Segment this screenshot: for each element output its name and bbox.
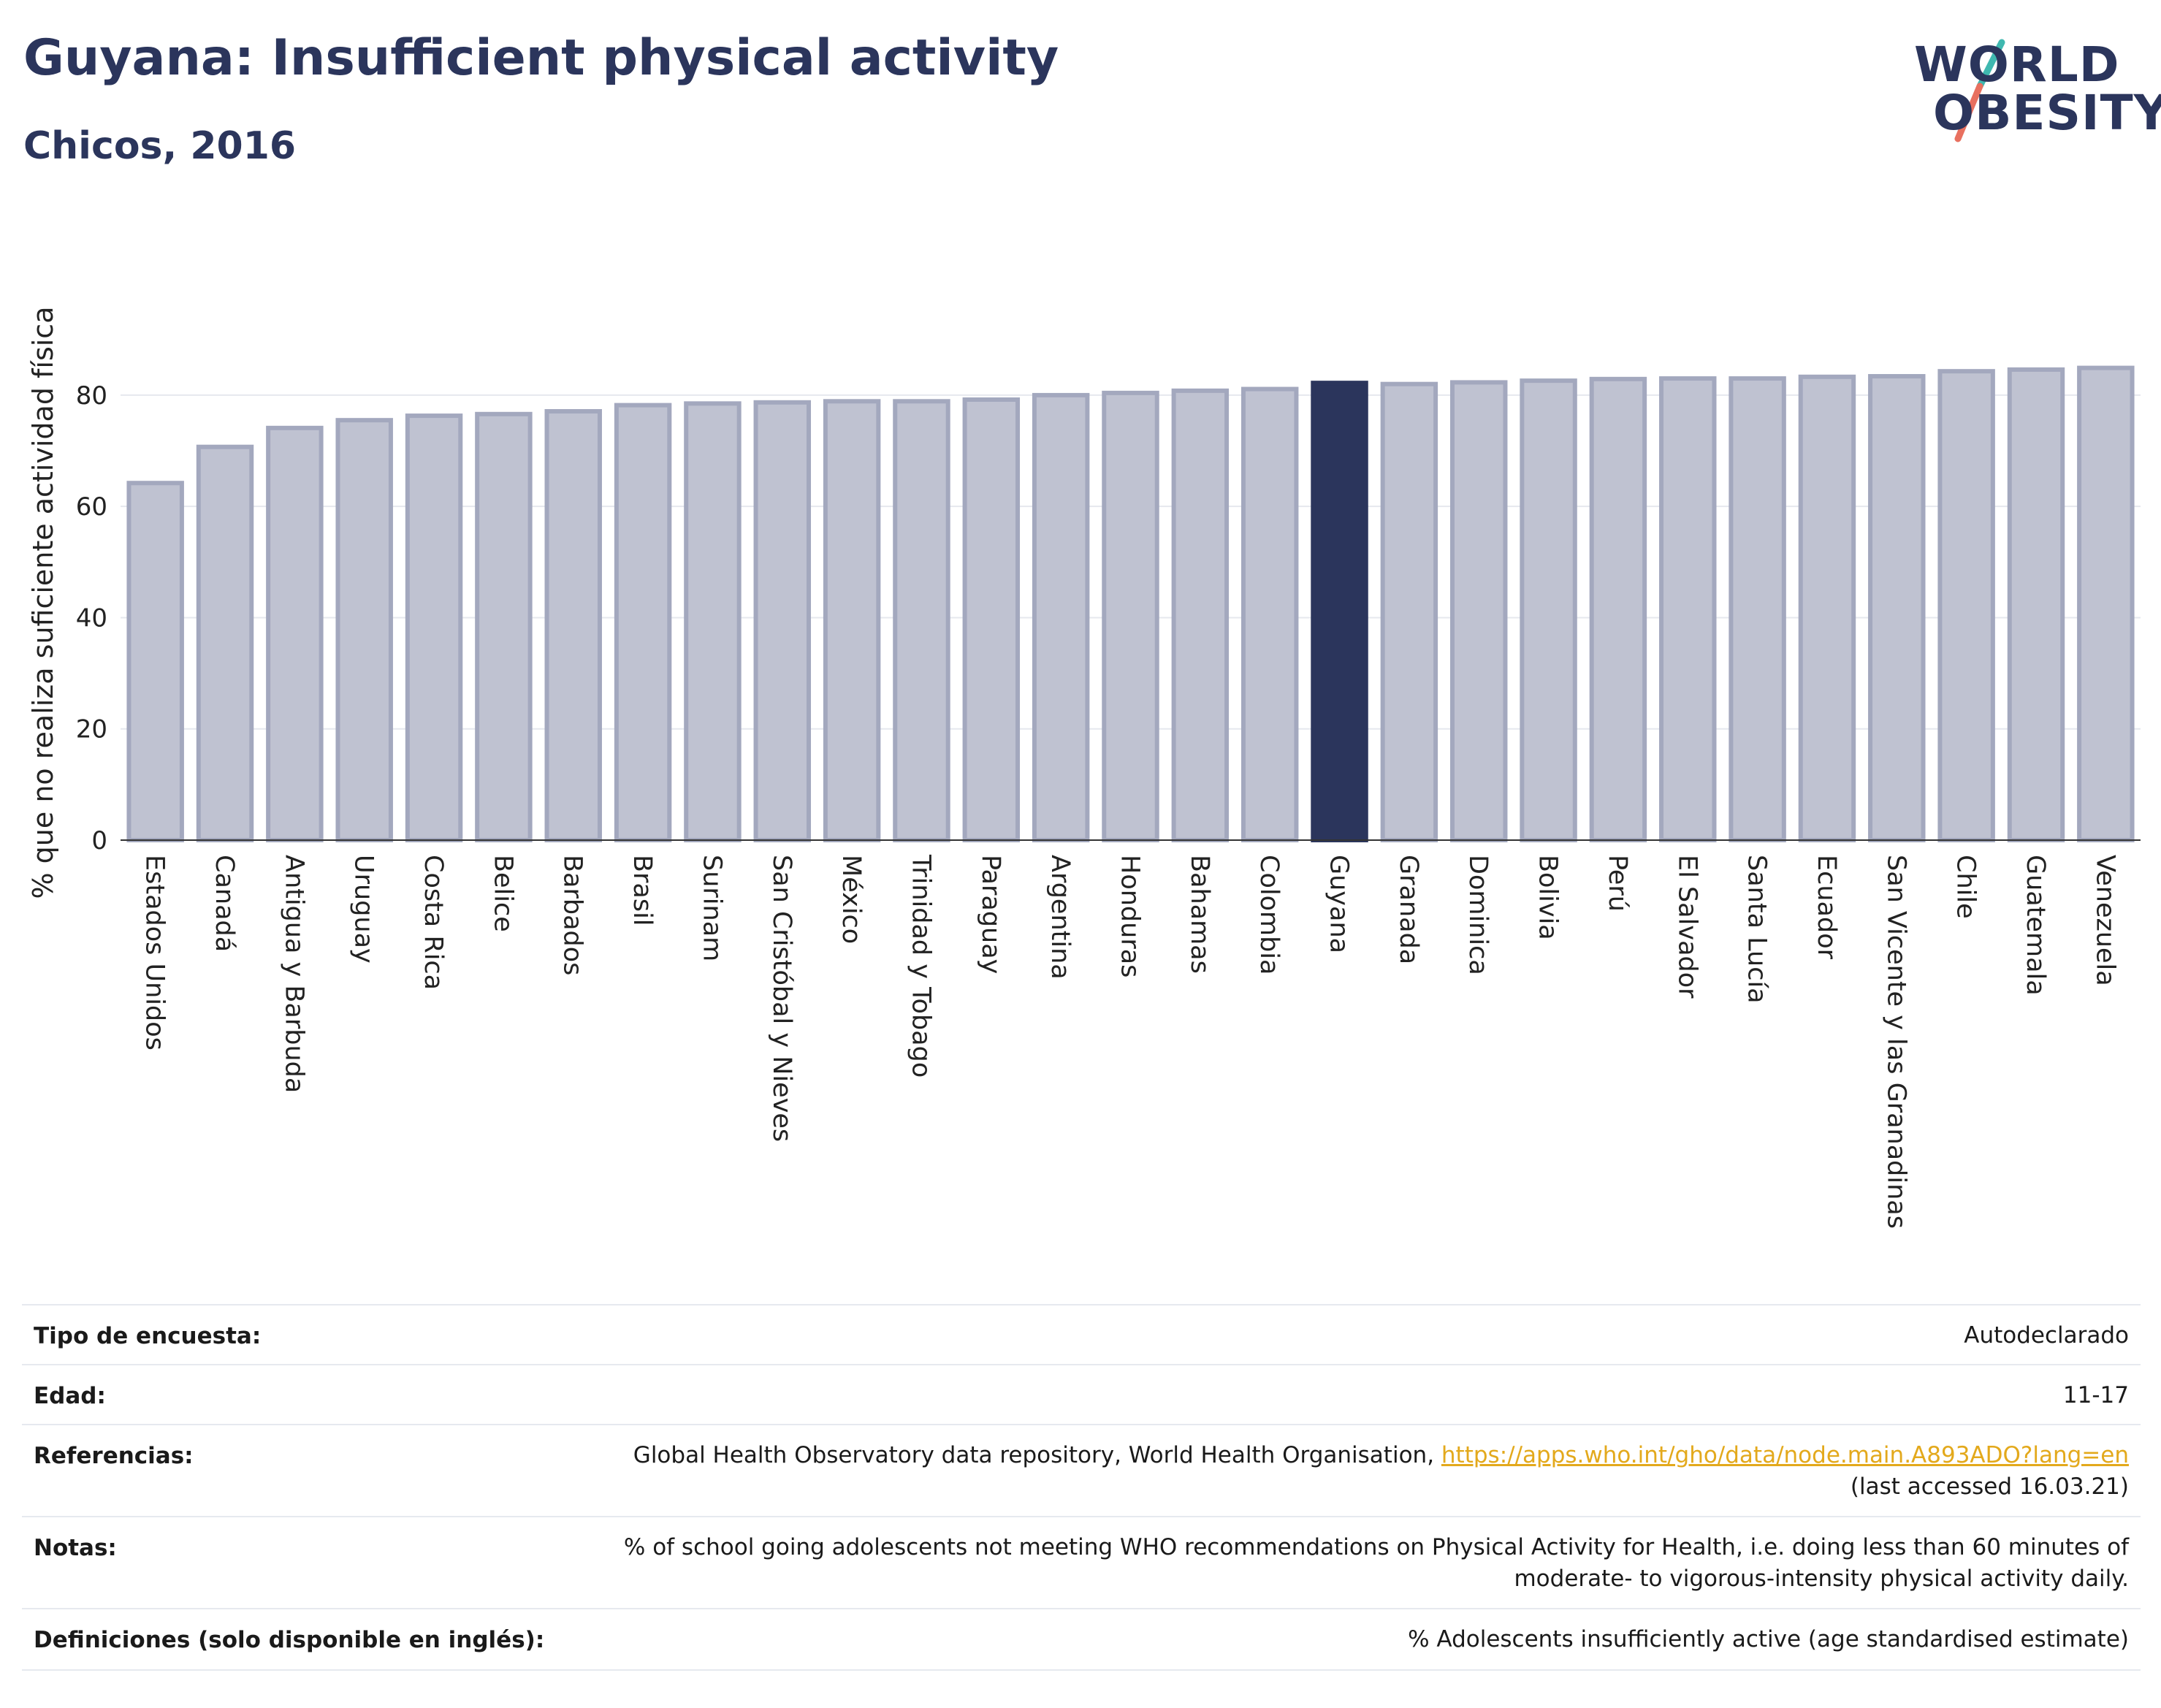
info-value: 11-17 — [2062, 1382, 2129, 1408]
x-tick-label: Argentina — [1045, 855, 1075, 980]
bar-santa-lucía[interactable] — [1729, 376, 1786, 842]
info-row-notes: Notas: % of school going adolescents not… — [22, 1516, 2141, 1609]
bar-chart: 0 20 40 60 80 Estados Unidos Canadá Antigua y … — [27, 307, 2141, 1229]
x-tick-label: Trinidad y Tobago — [906, 854, 935, 1078]
x-tick-label: Honduras — [1116, 855, 1145, 977]
y-axis-label: % que no realiza suficiente actividad fí… — [27, 307, 59, 899]
chart-bars — [126, 365, 2135, 843]
info-value: Global Health Observatory data repositor… — [633, 1440, 2129, 1503]
y-axis-ticks: 0 20 40 60 80 — [76, 381, 107, 855]
bar-brasil[interactable] — [614, 403, 672, 842]
bar-barbados[interactable] — [544, 408, 602, 842]
y-tick-label: 20 — [76, 715, 107, 744]
x-tick-label: Venezuela — [2090, 855, 2119, 986]
info-label: Referencias: — [34, 1443, 194, 1469]
bar-belice[interactable] — [475, 411, 533, 842]
y-tick-label: 60 — [76, 492, 107, 522]
notes-line-2: moderate- to vigorous-intensity physical… — [1514, 1566, 2129, 1592]
page-subtitle: Chicos, 2016 — [23, 124, 297, 168]
x-tick-label: Uruguay — [349, 855, 378, 964]
info-value: % Adolescents insufficiently active (age… — [1408, 1626, 2129, 1652]
x-axis-labels: Estados Unidos Canadá Antigua y Barbuda Uru… — [140, 854, 2120, 1229]
reference-text: Global Health Observatory data repositor… — [633, 1442, 1441, 1468]
x-tick-label: Bolivia — [1533, 855, 1563, 940]
bar-dominica[interactable] — [1449, 380, 1508, 843]
x-tick-label: Paraguay — [976, 855, 1005, 974]
bar-bahamas[interactable] — [1171, 388, 1230, 842]
x-tick-label: México — [836, 855, 866, 944]
bar-guatemala[interactable] — [2007, 367, 2065, 843]
info-label: Edad: — [34, 1383, 106, 1409]
bar-surinam[interactable] — [684, 401, 742, 843]
bar-paraguay[interactable] — [962, 397, 1021, 842]
x-tick-label: Colombia — [1254, 855, 1284, 975]
logo-slash-icon — [1954, 39, 2005, 142]
x-tick-label: Antigua y Barbuda — [279, 855, 308, 1093]
bar-bolivia[interactable] — [1520, 378, 1577, 842]
x-tick-label: Guatemala — [2021, 855, 2050, 996]
page-title: Guyana: Insufficient physical activity — [23, 29, 1059, 87]
x-tick-label: Dominica — [1463, 855, 1493, 975]
y-tick-label: 80 — [76, 381, 107, 411]
y-tick-label: 0 — [91, 826, 107, 855]
x-tick-label: Perú — [1603, 855, 1632, 912]
bar-ecuador[interactable] — [1798, 374, 1856, 842]
x-tick-label: Bahamas — [1185, 855, 1214, 974]
y-tick-label: 40 — [76, 603, 107, 633]
x-tick-label: San Cristóbal y Nieves — [767, 855, 796, 1142]
bar-perú[interactable] — [1589, 376, 1647, 843]
info-label: Notas: — [34, 1535, 117, 1561]
bar-colombia[interactable] — [1240, 386, 1299, 842]
notes-line-1: % of school going adolescents not meetin… — [623, 1534, 2129, 1560]
x-tick-label: Guyana — [1325, 855, 1354, 953]
reference-link[interactable]: https://apps.who.int/gho/data/node.main.… — [1441, 1442, 2129, 1468]
logo-word-world: WORLD — [1914, 37, 2120, 93]
bar-chile[interactable] — [1937, 369, 1995, 842]
info-row-survey-type: Tipo de encuesta: Autodeclarado — [22, 1304, 2141, 1365]
bar-trinidad-y-tobago[interactable] — [893, 399, 950, 842]
bar-méxico[interactable] — [823, 399, 881, 842]
bar-uruguay[interactable] — [335, 418, 393, 842]
info-label: Definiciones (solo disponible en inglés)… — [34, 1627, 545, 1653]
x-tick-label: Surinam — [697, 855, 726, 961]
x-tick-label: Ecuador — [1812, 855, 1841, 960]
x-tick-label: Costa Rica — [419, 855, 448, 990]
x-tick-label: El Salvador — [1672, 855, 1701, 999]
bar-guyana[interactable] — [1311, 381, 1368, 842]
info-value: % of school going adolescents not meetin… — [624, 1532, 2129, 1595]
bar-san-cristóbal-y-nieves[interactable] — [753, 400, 812, 842]
bar-estados-unidos[interactable] — [126, 481, 184, 842]
x-tick-label: Canadá — [210, 855, 239, 952]
bar-honduras[interactable] — [1102, 390, 1159, 842]
x-tick-label: Brasil — [628, 855, 657, 926]
bar-el-salvador[interactable] — [1659, 376, 1717, 842]
bar-costa-rica[interactable] — [405, 413, 463, 843]
x-tick-label: Barbados — [558, 855, 587, 975]
info-row-references: Referencias: Global Health Observatory d… — [22, 1424, 2141, 1517]
logo-word-obesity: OBESITY — [1933, 85, 2161, 141]
bar-san-vicente-y-las-granadinas[interactable] — [1868, 374, 1926, 843]
x-tick-label: Chile — [1951, 855, 1981, 919]
reference-accessed: (last accessed 16.03.21) — [1850, 1473, 2129, 1500]
x-tick-label: Belice — [488, 855, 517, 932]
world-obesity-logo: WORLD OBESITY — [1899, 29, 2161, 161]
info-label: Tipo de encuesta: — [34, 1323, 262, 1349]
bar-argentina[interactable] — [1032, 392, 1090, 842]
bar-venezuela[interactable] — [2077, 365, 2135, 842]
x-tick-label: Estados Unidos — [140, 855, 169, 1051]
x-tick-label: San Vicente y las Granadinas — [1881, 855, 1910, 1229]
bar-antigua-y-barbuda[interactable] — [266, 425, 324, 843]
bar-granada[interactable] — [1380, 381, 1438, 842]
info-row-definitions: Definiciones (solo disponible en inglés)… — [22, 1608, 2141, 1671]
x-tick-label: Santa Lucía — [1742, 855, 1772, 1004]
info-row-age: Edad: 11-17 — [22, 1364, 2141, 1425]
bar-canadá[interactable] — [196, 444, 254, 843]
info-value: Autodeclarado — [1964, 1322, 2129, 1349]
x-tick-label: Granada — [1394, 855, 1423, 964]
